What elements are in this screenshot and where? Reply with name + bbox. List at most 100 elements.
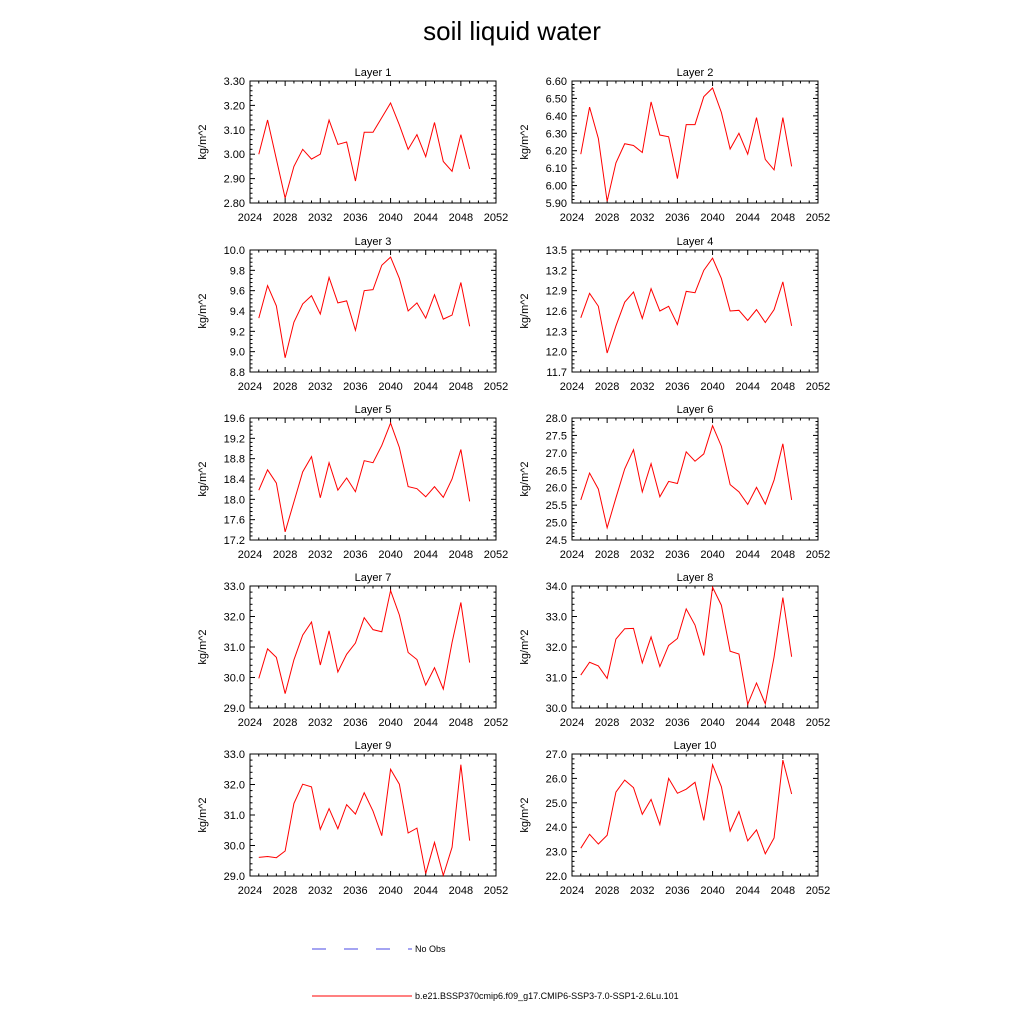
x-tick-label: 2024 <box>560 381 584 393</box>
x-tick-label: 2044 <box>413 717 437 729</box>
y-tick-label: 12.9 <box>546 286 567 298</box>
y-tick-label: 18.8 <box>224 454 245 466</box>
x-tick-label: 2040 <box>700 717 724 729</box>
x-tick-label: 2040 <box>700 381 724 393</box>
x-tick-label: 2024 <box>560 717 584 729</box>
x-tick-label: 2052 <box>484 212 508 224</box>
x-tick-label: 2044 <box>735 381 759 393</box>
y-tick-label: 26.0 <box>546 773 567 785</box>
panel-title: Layer 10 <box>674 740 717 752</box>
y-tick-label: 12.6 <box>546 306 567 318</box>
panel-title: Layer 5 <box>355 404 392 416</box>
x-tick-label: 2028 <box>273 717 297 729</box>
panel-layer-7: Layer 7 2024 2028 2032 2036 2040 2044 2048 2052 2… <box>197 572 508 729</box>
y-axis-label: kg/m^2 <box>197 797 209 832</box>
x-tick-label: 2024 <box>238 885 262 897</box>
y-tick-label: 25.0 <box>546 518 567 530</box>
x-tick-label: 2032 <box>308 381 332 393</box>
x-tick-label: 2052 <box>806 549 830 561</box>
series-line <box>580 424 793 530</box>
y-tick-label: 26.0 <box>546 483 567 495</box>
y-tick-label: 33.0 <box>224 581 245 593</box>
plot-frame <box>249 417 497 541</box>
plot-frame <box>249 753 497 877</box>
y-tick-label: 6.10 <box>546 163 567 175</box>
y-axis-label: kg/m^2 <box>197 293 209 328</box>
panel-title: Layer 6 <box>677 404 714 416</box>
plot-frame <box>249 585 497 709</box>
x-tick-label: 2024 <box>238 717 262 729</box>
x-tick-label: 2028 <box>273 212 297 224</box>
panel-layer-10: Layer 10 2024 2028 2032 2036 2040 2044 2048 2052… <box>519 740 830 897</box>
series-line <box>258 256 471 358</box>
y-tick-label: 19.2 <box>224 433 245 445</box>
x-tick-label: 2036 <box>343 717 367 729</box>
x-tick-label: 2040 <box>378 717 402 729</box>
x-tick-label: 2052 <box>484 885 508 897</box>
panel-layer-4: Layer 4 2024 2028 2032 2036 2040 2044 2048 2052 1… <box>519 236 830 393</box>
y-tick-label: 12.3 <box>546 326 567 338</box>
x-tick-label: 2048 <box>771 381 795 393</box>
y-tick-label: 5.90 <box>546 198 567 210</box>
y-tick-label: 28.0 <box>546 413 567 425</box>
y-axis-label: kg/m^2 <box>519 461 531 496</box>
x-tick-label: 2044 <box>735 212 759 224</box>
x-tick-label: 2040 <box>378 212 402 224</box>
x-tick-label: 2052 <box>806 212 830 224</box>
panel-title: Layer 8 <box>677 572 714 584</box>
y-tick-label: 3.20 <box>224 100 245 112</box>
x-tick-label: 2048 <box>771 549 795 561</box>
panel-title: Layer 3 <box>355 236 392 248</box>
x-tick-label: 2036 <box>665 381 689 393</box>
series-line <box>580 759 793 855</box>
panel-layer-1: Layer 1 2024 2028 2032 2036 2040 2044 2048 2052 2… <box>197 67 508 224</box>
x-tick-label: 2032 <box>308 717 332 729</box>
y-tick-label: 3.00 <box>224 149 245 161</box>
panel-title: Layer 2 <box>677 67 714 79</box>
x-tick-label: 2032 <box>308 212 332 224</box>
x-tick-label: 2040 <box>378 549 402 561</box>
figure-title: soil liquid water <box>423 16 601 46</box>
legend: No Obs b.e21.BSSP370cmip6.f09_g17.CMIP6-… <box>312 944 679 1001</box>
y-tick-label: 17.6 <box>224 515 245 527</box>
y-tick-label: 24.0 <box>546 822 567 834</box>
x-tick-label: 2032 <box>308 885 332 897</box>
plot-frame <box>571 249 819 373</box>
x-tick-label: 2048 <box>449 381 473 393</box>
x-tick-label: 2048 <box>449 885 473 897</box>
panel-layer-6: Layer 6 2024 2028 2032 2036 2040 2044 2048 2052 2… <box>519 404 830 561</box>
panel-layer-9: Layer 9 2024 2028 2032 2036 2040 2044 2048 2052 2… <box>197 740 508 897</box>
series-line <box>258 101 471 199</box>
y-tick-label: 6.40 <box>546 111 567 123</box>
x-tick-label: 2036 <box>665 885 689 897</box>
x-tick-label: 2032 <box>630 212 654 224</box>
y-tick-label: 25.0 <box>546 798 567 810</box>
x-tick-label: 2052 <box>806 885 830 897</box>
x-tick-label: 2024 <box>238 381 262 393</box>
y-tick-label: 6.00 <box>546 181 567 193</box>
x-tick-label: 2028 <box>595 885 619 897</box>
y-tick-label: 10.0 <box>224 245 245 257</box>
panel-title: Layer 9 <box>355 740 392 752</box>
x-tick-label: 2052 <box>806 381 830 393</box>
x-tick-label: 2040 <box>700 212 724 224</box>
y-tick-label: 33.0 <box>224 749 245 761</box>
y-tick-label: 33.0 <box>546 612 567 624</box>
x-tick-label: 2032 <box>630 549 654 561</box>
y-tick-label: 9.6 <box>230 286 245 298</box>
legend-model-label: b.e21.BSSP370cmip6.f09_g17.CMIP6-SSP3-7.… <box>415 991 679 1001</box>
x-tick-label: 2028 <box>273 549 297 561</box>
x-tick-label: 2032 <box>630 885 654 897</box>
x-tick-label: 2040 <box>700 549 724 561</box>
y-tick-label: 23.0 <box>546 847 567 859</box>
x-tick-label: 2048 <box>771 717 795 729</box>
x-tick-label: 2024 <box>560 212 584 224</box>
y-tick-label: 32.0 <box>546 642 567 654</box>
series-line <box>258 764 471 878</box>
y-tick-label: 18.0 <box>224 494 245 506</box>
y-tick-label: 19.6 <box>224 413 245 425</box>
x-tick-label: 2048 <box>771 885 795 897</box>
x-tick-label: 2024 <box>560 885 584 897</box>
y-tick-label: 31.0 <box>224 810 245 822</box>
y-tick-label: 12.0 <box>546 347 567 359</box>
